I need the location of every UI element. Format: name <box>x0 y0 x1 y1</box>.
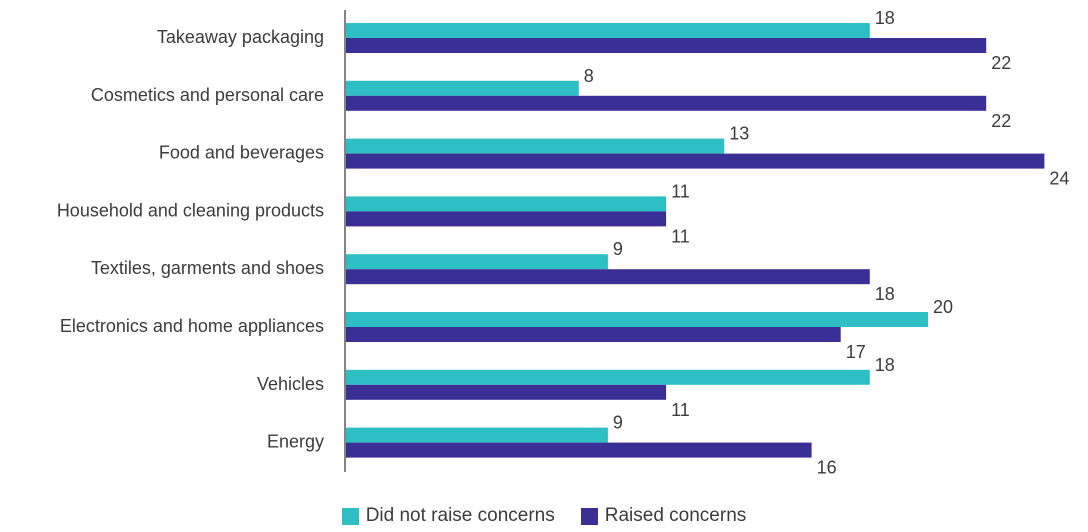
value-label-household-and-cleaning-products-did-not-raise-concerns: 11 <box>671 181 690 201</box>
bar-takeaway-packaging-raised-concerns <box>346 38 987 53</box>
legend-label-raised: Raised concerns <box>604 505 747 526</box>
bar-cosmetics-and-personal-care-did-not-raise-concerns <box>346 80 579 96</box>
bar-electronics-and-home-appliances-did-not-raise-concerns <box>346 312 928 327</box>
category-label-vehicles: Vehicles <box>257 374 324 394</box>
category-label-textiles-garments-and-shoes: Textiles, garments and shoes <box>91 258 324 278</box>
value-label-textiles-garments-and-shoes-raised-concerns: 18 <box>875 284 895 304</box>
category-label-electronics-and-home-appliances: Electronics and home appliances <box>60 316 324 336</box>
bar-energy-did-not-raise-concerns <box>346 427 608 443</box>
value-label-vehicles-raised-concerns: 11 <box>671 400 690 420</box>
legend-swatch-raised <box>580 507 598 525</box>
value-label-takeaway-packaging-did-not-raise-concerns: 18 <box>875 8 895 28</box>
value-label-textiles-garments-and-shoes-did-not-raise-concerns: 9 <box>613 239 623 259</box>
category-labels: Takeaway packaging Cosmetics and personal… <box>57 27 324 452</box>
value-label-electronics-and-home-appliances-raised-concerns: 17 <box>846 342 866 362</box>
category-label-cosmetics-and-personal-care: Cosmetics and personal care <box>91 85 324 105</box>
category-label-energy: Energy <box>267 432 324 452</box>
value-label-cosmetics-and-personal-care-raised-concerns: 22 <box>991 111 1011 131</box>
bar-electronics-and-home-appliances-raised-concerns <box>346 327 841 342</box>
value-label-cosmetics-and-personal-care-did-not-raise-concerns: 8 <box>584 66 594 86</box>
bar-food-and-beverages-raised-concerns <box>346 153 1045 169</box>
value-label-electronics-and-home-appliances-did-not-raise-concerns: 20 <box>933 297 953 317</box>
value-label-vehicles-did-not-raise-concerns: 18 <box>875 355 895 375</box>
bar-vehicles-did-not-raise-concerns <box>346 369 870 385</box>
category-label-food-and-beverages: Food and beverages <box>159 143 324 163</box>
bars-group <box>346 23 1045 458</box>
value-label-energy-did-not-raise-concerns: 9 <box>613 413 623 433</box>
legend-label-did-not-raise: Did not raise concerns <box>365 505 555 526</box>
category-label-takeaway-packaging: Takeaway packaging <box>157 27 324 47</box>
value-label-takeaway-packaging-raised-concerns: 22 <box>991 53 1011 73</box>
legend-swatch-did-not-raise <box>341 507 359 525</box>
value-label-food-and-beverages-did-not-raise-concerns: 13 <box>729 124 749 144</box>
category-label-household-and-cleaning-products: Household and cleaning products <box>57 200 324 220</box>
bar-textiles-garments-and-shoes-raised-concerns <box>346 269 870 285</box>
legend: Did not raise concerns Raised concerns <box>0 503 1088 529</box>
legend-item-raised: Raised concerns <box>580 505 747 527</box>
bar-household-and-cleaning-products-did-not-raise-concerns <box>346 196 667 212</box>
value-label-household-and-cleaning-products-raised-concerns: 11 <box>671 226 690 246</box>
value-labels: 18 22 8 22 13 24 11 11 9 18 20 17 18 11 9 16 <box>584 8 1070 478</box>
bar-vehicles-raised-concerns <box>346 384 667 400</box>
bar-chart: Takeaway packaging Cosmetics and personal… <box>57 8 1070 478</box>
bar-takeaway-packaging-did-not-raise-concerns <box>346 23 870 38</box>
legend-item-did-not-raise: Did not raise concerns <box>341 505 555 527</box>
value-label-food-and-beverages-raised-concerns: 24 <box>1049 169 1069 189</box>
bar-food-and-beverages-did-not-raise-concerns <box>346 138 725 154</box>
bar-household-and-cleaning-products-raised-concerns <box>346 211 667 227</box>
bar-cosmetics-and-personal-care-raised-concerns <box>346 95 987 111</box>
value-label-energy-raised-concerns: 16 <box>817 458 837 478</box>
bar-textiles-garments-and-shoes-did-not-raise-concerns <box>346 254 608 270</box>
bar-energy-raised-concerns <box>346 442 812 458</box>
